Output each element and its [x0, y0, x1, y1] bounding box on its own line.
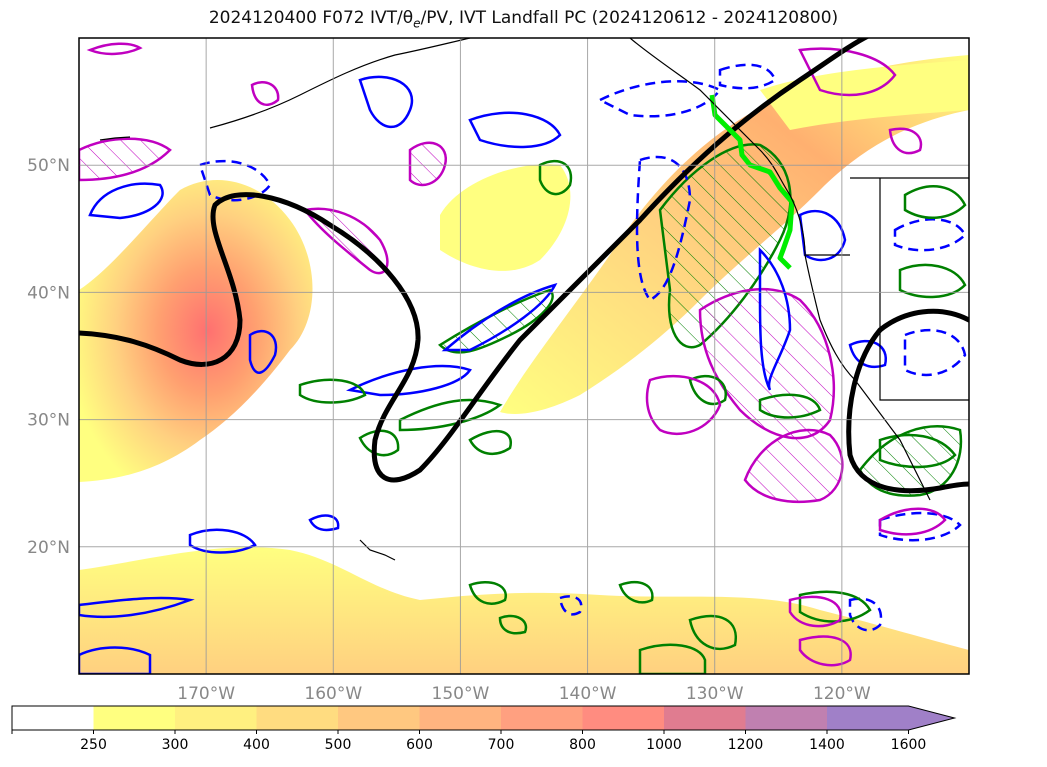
ivt-fill-north: [760, 60, 969, 130]
colorbar-segment: [12, 706, 94, 730]
theta-e-contours: [79, 38, 969, 494]
hatch-green-landfall: [658, 143, 792, 349]
colorbar-segment: [419, 706, 502, 730]
colorbar-tick-label: 250: [80, 737, 107, 753]
colorbar-tick-label: 1200: [728, 737, 764, 753]
colorbar-tick-label: 1600: [891, 737, 927, 753]
colorbar-outline: [11, 705, 957, 731]
colorbar-extend-arrow: [908, 706, 955, 730]
colorbar-segment: [175, 706, 257, 730]
lon-tick-label: 170°W: [177, 684, 235, 704]
colorbar-tick-label: 400: [243, 737, 270, 753]
colorbar-tick-label: 1000: [646, 737, 682, 753]
colorbar-tick-label: 300: [162, 737, 189, 753]
ivt-fill-west: [79, 180, 313, 482]
lat-tick-label: 40°N: [27, 283, 70, 303]
lon-tick-labels: 170°W 160°W 150°W 140°W 130°W 120°W: [177, 684, 871, 704]
lat-tick-labels: 50°N 40°N 30°N 20°N: [27, 156, 70, 558]
colorbar-tick-label: 600: [406, 737, 433, 753]
lon-tick-label: 140°W: [559, 684, 617, 704]
lon-tick-label: 120°W: [813, 684, 871, 704]
map-frame: [78, 37, 970, 675]
ivt-colorbar: 250 300 400 500 600 700 800 1000 1200 1400 1600: [11, 705, 957, 753]
hatch-magenta-n: [408, 141, 448, 187]
lat-tick-label: 20°N: [27, 538, 70, 558]
colorbar-tick-label: 700: [488, 737, 515, 753]
ivt-fill-mid: [440, 164, 571, 271]
pv-contours-blue: [79, 75, 888, 674]
ivt-landfall-line: [709, 94, 795, 270]
colorbar-segment: [582, 706, 665, 730]
chart-title: 2024120400 F072 IVT/θe/PV, IVT Landfall …: [208, 8, 839, 31]
pv-contours-magenta: [86, 42, 947, 667]
colorbar-segment: [501, 706, 583, 730]
lon-tick-label: 160°W: [304, 684, 362, 704]
colorbar-segment: [256, 706, 339, 730]
lat-tick-label: 50°N: [27, 156, 70, 176]
colorbar-segment: [827, 706, 909, 730]
colorbar-segment: [745, 706, 828, 730]
graticule: [79, 38, 969, 674]
lon-tick-label: 150°W: [432, 684, 490, 704]
lat-tick-label: 30°N: [27, 411, 70, 431]
colorbar-tick-label: 800: [569, 737, 596, 753]
lon-tick-label: 130°W: [686, 684, 744, 704]
pv-contours-green: [298, 159, 967, 674]
colorbar-tick-label: 1400: [809, 737, 845, 753]
hatch-magenta-south: [743, 428, 844, 504]
ivt-fill-south: [79, 547, 969, 674]
colorbar-segment: [664, 706, 746, 730]
colorbar-tick-label: 500: [325, 737, 352, 753]
colorbar-segment: [93, 706, 176, 730]
colorbar-segment: [338, 706, 420, 730]
hatch-magenta-nw: [79, 137, 172, 182]
hatch-magenta-coast: [698, 287, 835, 440]
coastline: [99, 38, 969, 561]
